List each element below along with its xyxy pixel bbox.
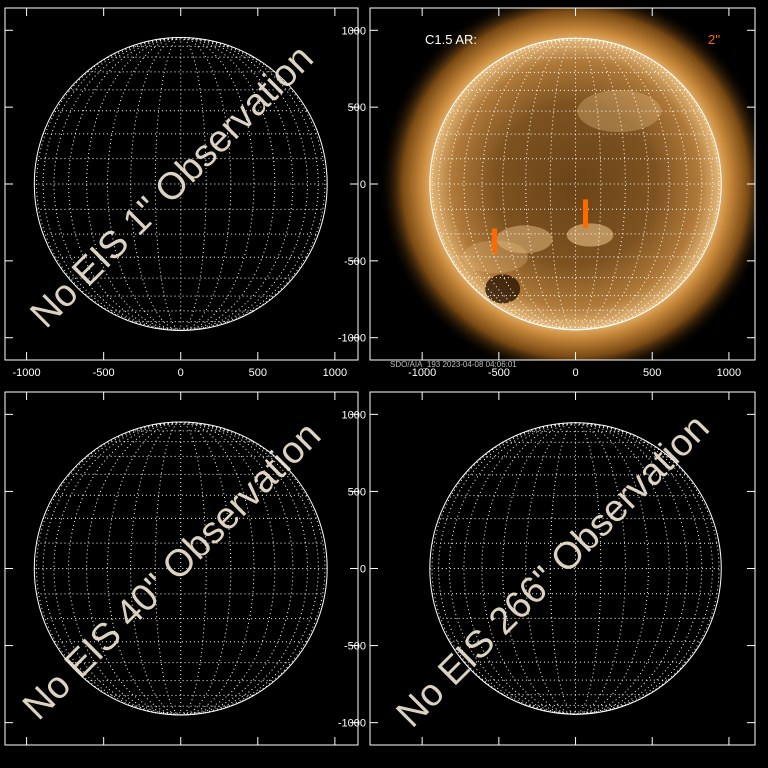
y-tick-label: -1000 bbox=[338, 718, 366, 730]
longitude-line bbox=[575, 37, 649, 331]
eis-slit bbox=[492, 228, 498, 254]
y-tick-label: 500 bbox=[348, 102, 366, 114]
coronal-hole bbox=[485, 274, 521, 304]
longitude-line bbox=[180, 421, 309, 716]
y-tick-label: 500 bbox=[348, 486, 366, 498]
plot-area bbox=[33, 37, 328, 331]
y-tick-label: 0 bbox=[360, 179, 366, 191]
longitude-line bbox=[180, 37, 207, 331]
longitude-line bbox=[180, 37, 294, 331]
longitude-line bbox=[154, 37, 181, 331]
y-tick-label: -500 bbox=[344, 256, 366, 268]
plot-area bbox=[378, 8, 755, 360]
longitude-line bbox=[525, 422, 576, 715]
x-tick-label: 0 bbox=[178, 367, 184, 379]
x-tick-label: 0 bbox=[572, 367, 578, 379]
longitude-line bbox=[68, 37, 181, 331]
bright-region bbox=[496, 225, 553, 254]
eis-slit bbox=[583, 199, 589, 228]
longitude-line bbox=[525, 37, 576, 331]
longitude-line bbox=[180, 421, 207, 716]
longitude-line bbox=[575, 422, 649, 715]
longitude-line bbox=[154, 421, 181, 716]
panel: -1000 -500 0 500 1000 -1000 -500 0 500 1000 C1.5 A… bbox=[338, 7, 756, 379]
longitude-line bbox=[53, 37, 181, 331]
limb bbox=[429, 422, 722, 715]
x-tick-label: -500 bbox=[488, 367, 510, 379]
limb bbox=[33, 37, 328, 331]
x-tick-label: 500 bbox=[643, 367, 661, 379]
panel-title: C1.5 AR: bbox=[425, 32, 477, 47]
raster-label: 2'' bbox=[708, 32, 720, 47]
bright-region bbox=[577, 90, 662, 133]
longitude-line bbox=[42, 421, 181, 716]
longitude-line bbox=[575, 37, 602, 331]
longitude-line bbox=[180, 37, 309, 331]
y-tick-label: 1000 bbox=[342, 25, 366, 37]
heliographic-grid bbox=[34, 421, 328, 716]
plot-area bbox=[33, 421, 328, 716]
x-tick-label: 1000 bbox=[323, 367, 347, 379]
x-tick-label: -1000 bbox=[408, 367, 436, 379]
y-tick-label: -1000 bbox=[338, 333, 366, 345]
x-tick-label: -1000 bbox=[13, 367, 41, 379]
longitude-line bbox=[180, 421, 294, 716]
limb bbox=[33, 421, 328, 716]
longitude-line bbox=[575, 37, 626, 331]
limb bbox=[429, 37, 722, 331]
y-tick-label: 1000 bbox=[342, 409, 366, 421]
longitude-line bbox=[68, 421, 181, 716]
y-tick-label: -500 bbox=[344, 641, 366, 653]
x-tick-label: -500 bbox=[93, 367, 115, 379]
y-tick-label: 0 bbox=[360, 564, 366, 576]
longitude-line bbox=[53, 421, 181, 716]
x-tick-label: 500 bbox=[249, 367, 267, 379]
image-caption: SDO/AIA_193 2023-04-08 04:06:01 bbox=[390, 360, 517, 369]
bright-region bbox=[566, 223, 614, 247]
longitude-line bbox=[180, 421, 319, 716]
plot-area bbox=[429, 422, 722, 715]
x-tick-label: 1000 bbox=[717, 367, 741, 379]
bright-region bbox=[462, 240, 529, 274]
longitude-line bbox=[575, 422, 626, 715]
solar-disk bbox=[429, 38, 722, 330]
longitude-line bbox=[549, 37, 576, 331]
